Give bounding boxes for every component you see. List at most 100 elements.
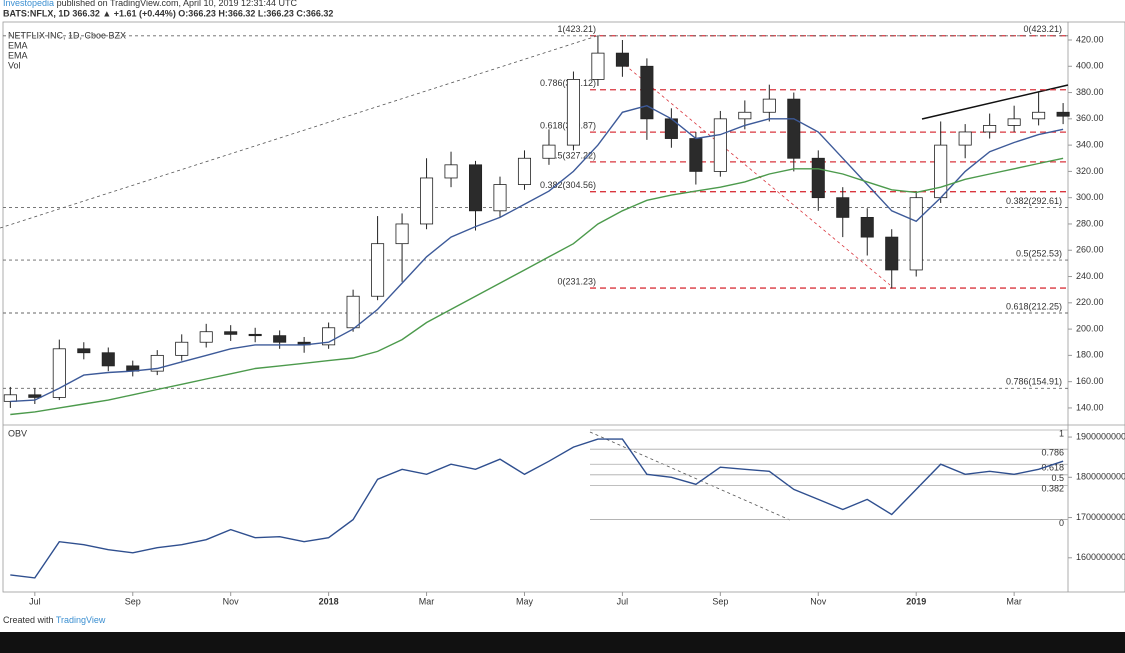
candle-body <box>566 79 580 146</box>
candle-body <box>762 98 776 113</box>
ema-line <box>10 104 1064 403</box>
y-tick-label: 260.00 <box>1076 245 1104 255</box>
candle-body <box>811 157 825 199</box>
y-tick-label: 300.00 <box>1076 192 1104 202</box>
footer-text: Created with <box>3 615 54 625</box>
candle-body <box>1007 118 1021 126</box>
fib-label: 0.382 <box>1041 484 1064 494</box>
candle-body <box>77 348 91 354</box>
x-tick-label: Sep <box>712 596 728 606</box>
panel-title: OBV <box>8 428 27 438</box>
x-tick-label: Jul <box>617 596 629 606</box>
candle-body <box>52 348 66 398</box>
y-tick-label: 240.00 <box>1076 271 1104 281</box>
candle-body <box>640 65 654 120</box>
candle-body <box>1032 111 1046 120</box>
header-quote: BATS:NFLX, 1D 366.32 ▲ +1.61 (+0.44%) O:… <box>3 8 333 18</box>
candle-body <box>836 197 850 218</box>
x-tick-label: Mar <box>419 596 435 606</box>
candle-body <box>224 331 238 335</box>
legend-title: NETFLIX INC, 1D, Cboe BZX <box>8 30 126 40</box>
fib-label: 0.786 <box>1041 448 1064 458</box>
candle-body <box>689 138 703 172</box>
candle-body <box>493 184 507 212</box>
candle-body <box>1056 111 1070 117</box>
x-tick-label: Mar <box>1006 596 1022 606</box>
y-tick-label: 360.00 <box>1076 113 1104 123</box>
y-tick-label: 140.00 <box>1076 402 1104 412</box>
y-tick-label: 200.00 <box>1076 323 1104 333</box>
fib-label: 0(423.21) <box>1023 24 1062 34</box>
y-tick-label: 280.00 <box>1076 218 1104 228</box>
legend-entry: EMA <box>8 40 28 50</box>
y-tick-label: 400.00 <box>1076 61 1104 71</box>
y-tick-label: 380.00 <box>1076 87 1104 97</box>
candle-body <box>346 295 360 329</box>
y-tick-label: 1800000000 <box>1076 472 1125 482</box>
fib-label: 1(423.21) <box>557 24 596 34</box>
y-tick-label: 420.00 <box>1076 34 1104 44</box>
candle-body <box>542 144 556 159</box>
candle-body <box>468 164 483 212</box>
y-tick-label: 320.00 <box>1076 166 1104 176</box>
candle-body <box>591 52 605 80</box>
x-tick-label: Nov <box>223 596 240 606</box>
candle-body <box>248 333 262 337</box>
x-tick-label: 2018 <box>319 596 339 606</box>
x-tick-label: May <box>516 596 534 606</box>
candle-body <box>420 177 434 225</box>
fib-label: 0.5 <box>1051 473 1064 483</box>
candle-body <box>738 111 752 120</box>
header-source: Investopedia <box>3 0 54 8</box>
y-tick-label: 180.00 <box>1076 350 1104 360</box>
fib-label: 0 <box>1059 518 1064 528</box>
candle-body <box>273 335 287 343</box>
legend-entry: EMA <box>8 50 28 60</box>
fib-label: 0.382(292.61) <box>1006 196 1062 206</box>
trend-line <box>921 84 1069 120</box>
fib-label: 0.618 <box>1041 463 1064 473</box>
candle-body <box>615 52 629 67</box>
y-tick-label: 160.00 <box>1076 376 1104 386</box>
candle-body <box>395 223 409 245</box>
footer-brand: TradingView <box>56 615 106 625</box>
candle-body <box>958 131 972 146</box>
candle-body <box>444 164 458 179</box>
candle-body <box>983 125 997 133</box>
fib-label: 0.618(212.25) <box>1006 301 1062 311</box>
candle-body <box>909 197 923 271</box>
x-tick-label: 2019 <box>906 596 926 606</box>
candle-body <box>175 341 189 356</box>
x-tick-label: Jul <box>29 596 41 606</box>
fib-label: 0(231.23) <box>557 276 596 286</box>
y-tick-label: 220.00 <box>1076 297 1104 307</box>
y-tick-label: 1600000000 <box>1076 552 1125 562</box>
bottom-bar <box>0 632 1125 653</box>
y-tick-label: 340.00 <box>1076 139 1104 149</box>
fib-label: 0.5(252.53) <box>1016 248 1062 258</box>
y-tick-label: 1900000000 <box>1076 431 1125 441</box>
candle-body <box>713 118 727 172</box>
y-tick-label: 1700000000 <box>1076 512 1125 522</box>
header-line: Investopedia published on TradingView.co… <box>3 0 298 8</box>
ema-line <box>10 157 1064 416</box>
fib-label: 0.5(327.22) <box>550 150 596 160</box>
candle-body <box>101 352 115 367</box>
candle-body <box>787 98 801 159</box>
header-published: published on TradingView.com, April 10, … <box>57 0 298 8</box>
legend-entry: Vol <box>8 60 21 70</box>
x-tick-label: Nov <box>810 596 827 606</box>
fib-label: 0.786(154.91) <box>1006 377 1062 387</box>
candle-body <box>517 157 532 185</box>
candle-body <box>28 394 42 398</box>
candle-body <box>885 236 899 271</box>
plot-frame <box>2 21 1125 593</box>
candle-body <box>860 216 874 238</box>
candle-body <box>3 394 17 402</box>
trend-line <box>589 431 791 521</box>
fib-label: 1 <box>1059 428 1064 438</box>
x-tick-label: Sep <box>125 596 141 606</box>
obv-line <box>10 438 1064 579</box>
